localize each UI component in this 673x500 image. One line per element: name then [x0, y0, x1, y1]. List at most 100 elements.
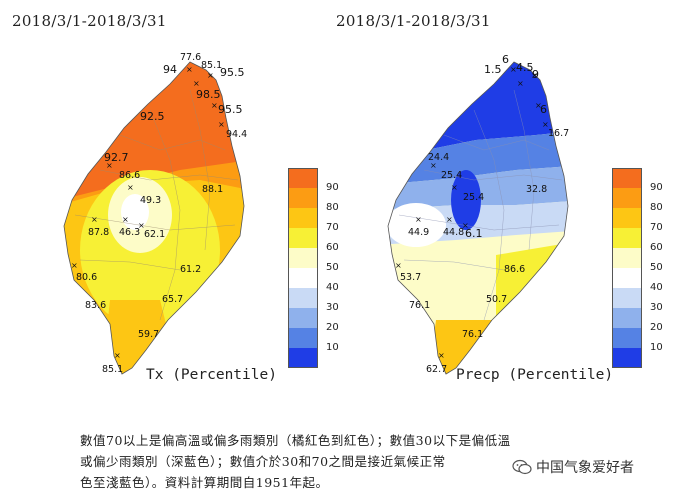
caption-line: 色至淺藍色）。資料計算期間自1951年起。 — [80, 475, 329, 490]
caption-line: 或偏少雨類別（深藍色）；數值介於30和70之間是接近氣候正常 — [80, 454, 446, 469]
legend-row: 50 — [612, 248, 673, 273]
station-value: 44.9 — [408, 227, 429, 238]
station-value: 6 — [540, 103, 547, 116]
station-value: 88.1 — [202, 184, 223, 195]
station-value: 94 — [163, 63, 177, 76]
watermark-text: 中国气象爱好者 — [536, 460, 634, 476]
legend-row — [612, 348, 673, 368]
svg-text:×: × — [531, 71, 538, 80]
legend-row: 60 — [612, 228, 673, 253]
svg-text:×: × — [91, 215, 98, 224]
station-value: 24.4 — [428, 152, 449, 163]
station-value: 85.1 — [201, 60, 222, 71]
temperature-map-panel: 2018/3/1-2018/3/31 77.6 94 85.1 — [0, 0, 339, 395]
svg-text:×: × — [218, 120, 225, 129]
legend-row: 70 — [612, 208, 673, 233]
station-value: 59.7 — [138, 329, 159, 340]
svg-text:×: × — [542, 120, 549, 129]
station-value: 77.6 — [180, 52, 201, 63]
legend-row: 60 — [288, 228, 356, 253]
svg-text:×: × — [193, 79, 200, 88]
legend-row: 40 — [612, 268, 673, 293]
station-value: 16.7 — [548, 128, 569, 139]
svg-text:×: × — [415, 215, 422, 224]
svg-text:×: × — [106, 161, 113, 170]
legend-row: 10 — [612, 328, 673, 353]
legend-row: 70 — [288, 208, 356, 233]
caption-line: 數值70以上是偏高溫或偏多雨類別（橘紅色到紅色）；數值30以下是偏低溫 — [80, 433, 511, 448]
svg-text:×: × — [517, 79, 524, 88]
legend-row — [288, 348, 356, 368]
station-value: 76.1 — [462, 329, 483, 340]
station-value: 61.2 — [180, 264, 201, 275]
caption: 數值70以上是偏高溫或偏多雨類別（橘紅色到紅色）；數值30以下是偏低溫 或偏少雨… — [80, 430, 600, 493]
station-value: 80.6 — [76, 272, 97, 283]
station-value: 46.3 — [119, 227, 140, 238]
date-range: 2018/3/1-2018/3/31 — [336, 12, 491, 30]
station-value: 92.7 — [104, 151, 129, 164]
svg-text:×: × — [122, 215, 129, 224]
station-value: 94.4 — [226, 129, 247, 140]
station-value: 76.1 — [409, 300, 430, 311]
svg-text:×: × — [462, 221, 469, 230]
station-value: 62.1 — [144, 229, 165, 240]
svg-text:×: × — [451, 183, 458, 192]
precipitation-map-panel: 2018/3/1-2018/3/31 6 — [336, 0, 673, 395]
wechat-icon — [512, 459, 532, 475]
station-value: 86.6 — [504, 264, 525, 275]
svg-text:×: × — [71, 261, 78, 270]
legend-row: 20 — [612, 308, 673, 333]
svg-text:×: × — [127, 183, 134, 192]
svg-text:×: × — [114, 351, 121, 360]
station-value: 86.6 — [119, 170, 140, 181]
taiwan-precipitation-map: 6 1.5 4.5 9 6 16.7 24.4 25.4 25.4 32.8 4… — [387, 53, 569, 375]
station-value: 6.1 — [465, 227, 483, 240]
station-value: 4.5 — [516, 61, 534, 74]
watermark: 中国气象爱好者 — [512, 457, 634, 477]
legend-row: 50 — [288, 248, 356, 273]
taiwan-temperature-map: 77.6 94 85.1 95.5 98.5 92.5 95.5 94.4 92… — [63, 52, 247, 375]
legend-row: 20 — [288, 308, 356, 333]
svg-text:×: × — [395, 261, 402, 270]
legend-row: 90 — [612, 168, 673, 193]
panel-title: Precp (Percentile) — [456, 367, 614, 383]
station-value: 62.7 — [426, 364, 447, 375]
station-value: 50.7 — [486, 294, 507, 305]
station-value: 32.8 — [526, 184, 547, 195]
station-value: 85.1 — [102, 364, 123, 375]
station-value: 65.7 — [162, 294, 183, 305]
station-value: 1.5 — [484, 63, 502, 76]
station-value: 95.5 — [218, 103, 243, 116]
svg-text:×: × — [211, 101, 218, 110]
percentile-legend: 90 80 70 60 50 40 30 20 10 — [288, 168, 356, 368]
station-value: 53.7 — [400, 272, 421, 283]
svg-text:×: × — [430, 161, 437, 170]
svg-text:×: × — [207, 71, 214, 80]
svg-text:×: × — [510, 65, 517, 74]
legend-row: 90 — [288, 168, 356, 193]
percentile-legend: 90 80 70 60 50 40 30 20 10 — [612, 168, 673, 368]
legend-row: 40 — [288, 268, 356, 293]
panel-title: Tx (Percentile) — [146, 367, 277, 383]
legend-row: 80 — [612, 188, 673, 213]
svg-text:×: × — [535, 101, 542, 110]
svg-text:×: × — [186, 65, 193, 74]
legend-row: 80 — [288, 188, 356, 213]
station-value: 44.8 — [443, 227, 464, 238]
station-value: 9 — [532, 68, 539, 81]
station-value: 87.8 — [88, 227, 109, 238]
svg-text:×: × — [138, 221, 145, 230]
legend-row: 30 — [612, 288, 673, 313]
legend-row: 10 — [288, 328, 356, 353]
station-value: 98.5 — [196, 88, 221, 101]
station-value: 95.5 — [220, 66, 245, 79]
station-value: 25.4 — [463, 192, 484, 203]
station-value: 25.4 — [441, 170, 462, 181]
station-value: 49.3 — [140, 195, 161, 206]
station-value: 92.5 — [140, 110, 165, 123]
station-value: 83.6 — [85, 300, 106, 311]
legend-row: 30 — [288, 288, 356, 313]
station-value: 6 — [502, 53, 509, 66]
date-range: 2018/3/1-2018/3/31 — [12, 12, 167, 30]
svg-text:×: × — [438, 351, 445, 360]
